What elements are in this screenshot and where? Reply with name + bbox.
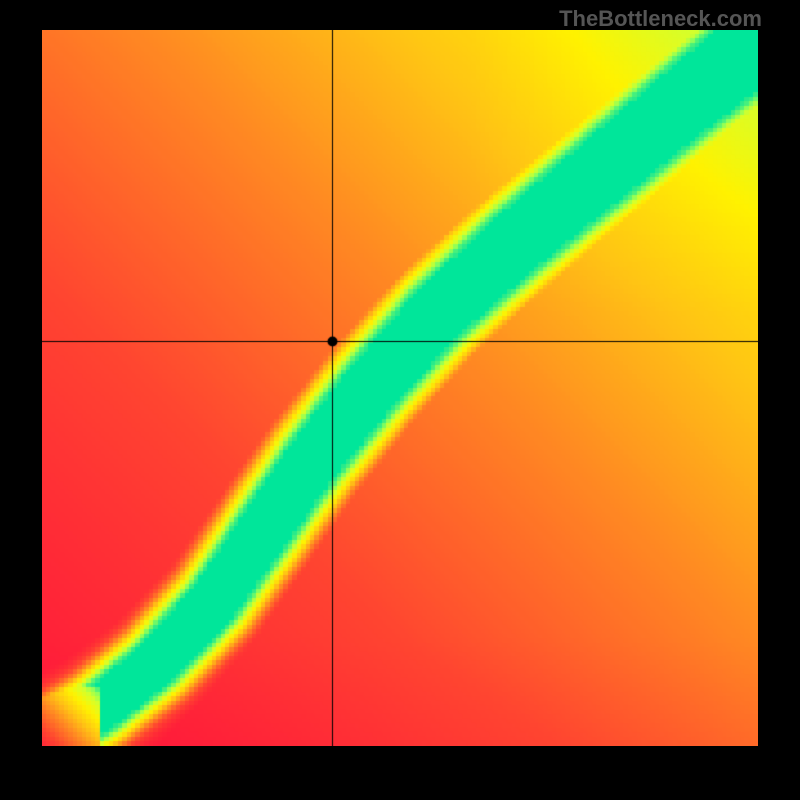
watermark-text: TheBottleneck.com	[559, 6, 762, 32]
chart-container: TheBottleneck.com	[0, 0, 800, 800]
bottleneck-heatmap	[42, 30, 758, 746]
